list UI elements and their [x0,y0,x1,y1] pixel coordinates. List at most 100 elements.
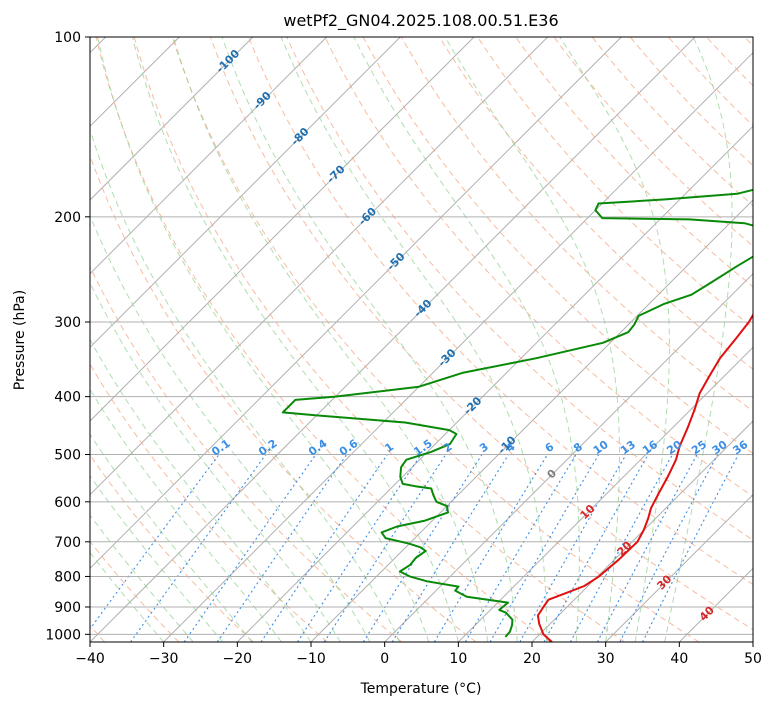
dry-adiabat-line [133,37,625,642]
dry-adiabat-line [477,37,753,329]
x-tick-label: 40 [670,651,688,667]
y-tick-label: 700 [54,535,81,551]
mixing-ratio-label: 6 [543,440,557,455]
pressure-gridlines [90,37,753,635]
isotherm-line [90,37,254,201]
mixing-ratio-line [362,454,483,642]
mixing-ratio-line [619,454,719,642]
mixing-ratio-line [489,454,600,642]
isotherm-line [605,493,753,642]
x-tick-label: 10 [449,651,467,667]
dry-adiabat-line [438,37,753,370]
moist-adiabat-line [664,37,733,642]
mixing-ratio-label: 0.1 [209,437,232,459]
mixing-ratio-line [519,454,627,642]
temperature-profile-line [536,313,753,642]
mixing-ratio-line [596,454,698,642]
moist-adiabat-line [90,475,223,642]
dewpoint-profile-line [281,188,753,638]
dry-adiabat-line [210,37,753,631]
plot-frame [89,36,754,643]
x-tick-label: 50 [744,651,762,667]
x-tick-label: 30 [597,651,615,667]
dry-adiabat-line [744,37,753,47]
mixing-ratio-label: 0.6 [337,437,361,459]
mixing-ratio-line [391,454,510,642]
isotherm-line [384,272,753,642]
dry-adiabat-line [706,37,753,87]
x-tick-label: −20 [223,651,253,667]
dry-adiabat-line [248,37,753,586]
moist-adiabat-line [97,37,430,642]
moist-adiabat-line [90,214,371,642]
mixing-ratio-line [464,454,577,642]
mixing-ratio-line [216,454,348,642]
moist-adiabat-line [90,281,341,642]
moist-adiabat-line [444,37,620,642]
dry-adiabat-line [668,37,753,127]
y-tick-label: 900 [54,600,81,616]
isotherm-line [678,567,753,642]
y-tick-label: 300 [54,315,81,331]
y-tick-label: 1000 [45,627,81,643]
moist-adiabat-line [132,37,459,642]
y-axis-label: Pressure (hPa) [12,290,28,390]
background-lines [90,37,753,642]
mixing-ratio-line [130,454,267,642]
dry-adiabat-line [90,265,403,642]
isotherm-line [163,51,753,642]
dry-adiabat-line [286,37,753,541]
dry-adiabat-line [171,37,700,642]
moist-adiabat-line [353,37,580,642]
isotherm-line [531,420,753,642]
isotherm-line [752,641,753,642]
x-tick-label: −30 [149,651,179,667]
moist-adiabat-line [280,37,548,642]
dry-adiabat-line [95,37,551,642]
x-axis-label: Temperature (°C) [360,681,482,697]
isotherm-line [457,346,753,642]
profile-lines [281,188,753,642]
mixing-ratio-label: 1 [382,440,396,455]
isotherm-line [90,37,696,642]
mixing-ratio-label: 2 [441,440,455,455]
mixing-ratio-line [543,454,649,642]
moist-adiabat-line [559,37,670,642]
isotherm-label: 10 [578,502,598,522]
dry-adiabat-line [90,453,254,642]
x-tick-label: −10 [296,651,326,667]
dry-adiabat-line [324,37,753,498]
y-axis-ticks: 100 200 300 400 500 600 700 800 900 1000 [45,30,90,643]
dry-adiabat-line [90,363,328,642]
line-labels: 0.1 0.2 0.4 0.6 1 1.5 2 3 4 6 8 10 13 16 20 25 30 36-100-… [209,47,750,624]
chart-title: wetPf2_GN04.2025.108.00.51.E36 [283,11,558,31]
isotherm-line [90,37,475,422]
moist-adiabat-line [221,37,518,642]
isotherm-line [310,199,753,642]
moist-adiabat-line [90,338,312,642]
mixing-ratio-line [90,454,220,630]
dry-adiabat-line [400,37,753,412]
dry-adiabat-line [362,37,753,455]
isotherm-line [90,37,549,496]
y-tick-label: 800 [54,569,81,585]
x-tick-label: 0 [380,651,389,667]
y-tick-label: 600 [54,495,81,511]
mixing-ratio-label: 0.4 [306,437,330,459]
y-tick-label: 200 [54,210,81,226]
isotherm-line [90,37,328,275]
x-tick-label: −40 [75,651,105,667]
moist-adiabat-line [90,388,282,642]
moist-adiabat-line [172,37,489,642]
x-tick-label: 20 [523,651,541,667]
dry-adiabat-line [515,37,753,288]
mixing-ratio-line [642,454,739,642]
mixing-ratio-line [569,454,673,642]
isotherm-line [90,37,622,570]
mixing-ratio-label: 1.5 [411,437,434,459]
moist-adiabat-line [90,514,194,642]
mixing-ratio-label: 3 [477,440,491,455]
moist-adiabat-line [90,433,253,642]
isotherm-line [236,125,753,642]
